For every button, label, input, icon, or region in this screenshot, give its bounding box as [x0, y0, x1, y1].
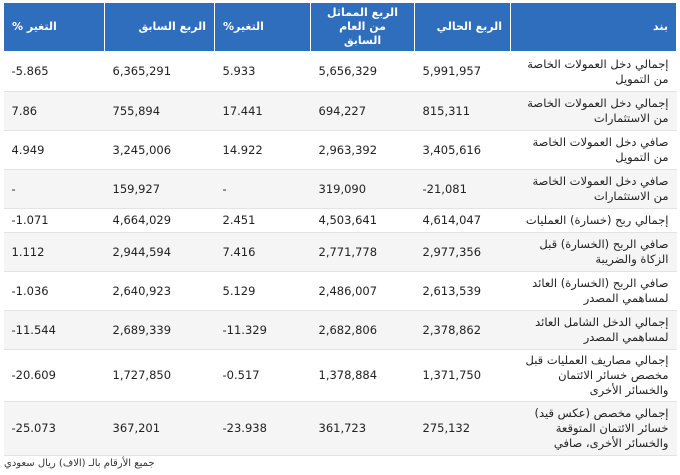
- table-row: إجمالي دخل العمولات الخاصة من التمويل 5,9…: [3, 51, 677, 92]
- same-quarter-last-year-cell: 2,771,778: [310, 232, 415, 272]
- change-pct-2-cell: 1.112: [3, 232, 105, 272]
- table-row: إجمالي دخل العمولات الخاصة من الاستثمارا…: [3, 91, 677, 131]
- previous-quarter-cell: 3,245,006: [104, 130, 215, 170]
- current-quarter-cell: 2,378,862: [414, 310, 511, 350]
- current-quarter-cell: 1,371,750: [414, 349, 511, 402]
- same-quarter-last-year-cell: 2,486,007: [310, 271, 415, 311]
- table-row: صافي الربح (الخسارة) العائد لمساهمي المص…: [3, 271, 677, 311]
- table-row: صافي الربح (الخسارة) قبل الزكاة والضريبة…: [3, 232, 677, 272]
- change-pct-1-cell: 17.441: [214, 91, 311, 131]
- table-row: إجمالي ربح (خسارة) العمليات 4,614,047 4,50…: [3, 208, 677, 233]
- previous-quarter-cell: 367,201: [104, 401, 215, 456]
- footnote: جميع الأرقام بالـ (الاف) ريال سعودي: [4, 458, 155, 469]
- previous-quarter-cell: 2,640,923: [104, 271, 215, 311]
- item-cell: إجمالي مصاريف العمليات قبل مخصص خسائر ال…: [510, 349, 677, 402]
- same-quarter-last-year-cell: 4,503,641: [310, 208, 415, 233]
- change-pct-2-cell: -: [3, 169, 105, 209]
- item-cell: صافي الربح (الخسارة) قبل الزكاة والضريبة: [510, 232, 677, 272]
- item-cell: صافي الربح (الخسارة) العائد لمساهمي المص…: [510, 271, 677, 311]
- table-row: صافي دخل العمولات الخاصة من التمويل 3,405…: [3, 130, 677, 170]
- change-pct-2-cell: -11.544: [3, 310, 105, 350]
- current-quarter-cell: 2,613,539: [414, 271, 511, 311]
- previous-quarter-cell: 2,689,339: [104, 310, 215, 350]
- change-pct-1-cell: -: [214, 169, 311, 209]
- current-quarter-cell: -21,081: [414, 169, 511, 209]
- current-quarter-cell: 5,991,957: [414, 51, 511, 92]
- financial-table: بند الربع الحالي الربع المماثل من العام …: [3, 2, 677, 456]
- header-same-quarter-last-year: الربع المماثل من العام السابق: [310, 2, 415, 52]
- item-cell: إجمالي ربح (خسارة) العمليات: [510, 208, 677, 233]
- header-current-quarter: الربع الحالي: [414, 2, 511, 52]
- change-pct-2-cell: -5.865: [3, 51, 105, 92]
- change-pct-2-cell: 4.949: [3, 130, 105, 170]
- same-quarter-last-year-cell: 2,682,806: [310, 310, 415, 350]
- change-pct-2-cell: -1.036: [3, 271, 105, 311]
- item-cell: إجمالي دخل العمولات الخاصة من التمويل: [510, 51, 677, 92]
- change-pct-1-cell: -0.517: [214, 349, 311, 402]
- change-pct-1-cell: 7.416: [214, 232, 311, 272]
- previous-quarter-cell: 6,365,291: [104, 51, 215, 92]
- change-pct-1-cell: 5.933: [214, 51, 311, 92]
- change-pct-2-cell: 7.86: [3, 91, 105, 131]
- change-pct-1-cell: -11.329: [214, 310, 311, 350]
- current-quarter-cell: 3,405,616: [414, 130, 511, 170]
- current-quarter-cell: 4,614,047: [414, 208, 511, 233]
- previous-quarter-cell: 4,664,029: [104, 208, 215, 233]
- header-item: بند: [510, 2, 677, 52]
- current-quarter-cell: 815,311: [414, 91, 511, 131]
- previous-quarter-cell: 1,727,850: [104, 349, 215, 402]
- table-row: إجمالي الدخل الشامل العائد لمساهمي المصد…: [3, 310, 677, 350]
- item-cell: إجمالي مخصص (عكس قيد) خسائر الائتمان الم…: [510, 401, 677, 456]
- change-pct-1-cell: 14.922: [214, 130, 311, 170]
- change-pct-2-cell: -1.071: [3, 208, 105, 233]
- change-pct-1-cell: -23.938: [214, 401, 311, 456]
- change-pct-2-cell: -25.073: [3, 401, 105, 456]
- current-quarter-cell: 2,977,356: [414, 232, 511, 272]
- header-row: بند الربع الحالي الربع المماثل من العام …: [3, 2, 677, 52]
- item-cell: صافي دخل العمولات الخاصة من التمويل: [510, 130, 677, 170]
- header-previous-quarter: الربع السابق: [104, 2, 215, 52]
- previous-quarter-cell: 2,944,594: [104, 232, 215, 272]
- item-cell: إجمالي دخل العمولات الخاصة من الاستثمارا…: [510, 91, 677, 131]
- item-cell: إجمالي الدخل الشامل العائد لمساهمي المصد…: [510, 310, 677, 350]
- same-quarter-last-year-cell: 2,963,392: [310, 130, 415, 170]
- same-quarter-last-year-cell: 361,723: [310, 401, 415, 456]
- same-quarter-last-year-cell: 694,227: [310, 91, 415, 131]
- header-change-pct-2: التغير %: [3, 2, 105, 52]
- table-row: إجمالي مصاريف العمليات قبل مخصص خسائر ال…: [3, 349, 677, 402]
- header-change-pct-1: التغير%: [214, 2, 311, 52]
- same-quarter-last-year-cell: 1,378,884: [310, 349, 415, 402]
- table-row: إجمالي مخصص (عكس قيد) خسائر الائتمان الم…: [3, 401, 677, 456]
- same-quarter-last-year-cell: 5,656,329: [310, 51, 415, 92]
- previous-quarter-cell: 159,927: [104, 169, 215, 209]
- change-pct-1-cell: 5.129: [214, 271, 311, 311]
- previous-quarter-cell: 755,894: [104, 91, 215, 131]
- table-row: صافي دخل العمولات الخاصة من الاستثمارات -…: [3, 169, 677, 209]
- current-quarter-cell: 275,132: [414, 401, 511, 456]
- change-pct-2-cell: -20.609: [3, 349, 105, 402]
- item-cell: صافي دخل العمولات الخاصة من الاستثمارات: [510, 169, 677, 209]
- change-pct-1-cell: 2.451: [214, 208, 311, 233]
- same-quarter-last-year-cell: 319,090: [310, 169, 415, 209]
